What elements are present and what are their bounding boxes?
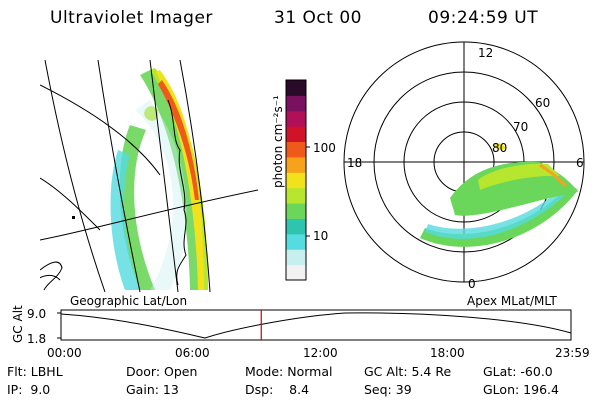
info-glon: GLon: 196.4	[483, 382, 559, 397]
info-flt: Flt: LBHL	[7, 364, 63, 379]
altitude-curve	[60, 312, 572, 339]
colorbar-tick-10: 10	[313, 229, 329, 243]
info-door: Door: Open	[126, 364, 198, 379]
info-gain: Gain: 13	[126, 382, 179, 397]
colorbar-band	[286, 172, 306, 189]
colorbar-band	[286, 95, 306, 112]
auroral-emission-geo	[110, 68, 208, 290]
timeline-xtick-3: 18:00	[430, 346, 465, 360]
mlt-label-18: 18	[347, 156, 363, 170]
image-time: 09:24:59 UT	[428, 8, 539, 28]
polar-grid	[343, 41, 585, 283]
colorbar-band	[286, 187, 306, 204]
coastlines	[40, 99, 187, 291]
timeline-ytick-low: 1.8	[27, 332, 47, 346]
info-mode: Mode: Normal	[245, 364, 333, 379]
colorbar-band	[286, 218, 306, 235]
lat-label-60: 60	[535, 96, 551, 110]
timeline-xtick-4: 23:59	[555, 346, 590, 360]
colorbar-band	[286, 126, 306, 143]
image-date: 31 Oct 00	[274, 8, 362, 28]
colorbar-band	[286, 110, 306, 127]
timeline-ytick-high: 9.0	[27, 307, 47, 321]
mlt-label-12: 12	[478, 46, 494, 60]
colorbar-band	[286, 80, 306, 96]
mlt-label-0: 0	[468, 277, 476, 291]
geographic-caption: Geographic Lat/Lon	[70, 294, 188, 308]
geographic-map-content	[40, 60, 258, 292]
colorbar-band	[286, 156, 306, 173]
timeline-xtick-1: 06:00	[175, 346, 210, 360]
info-dsp: Dsp: 8.4	[245, 382, 310, 397]
timeline-xtick-2: 12:00	[303, 346, 338, 360]
timeline-xtick-0: 00:00	[47, 346, 82, 360]
info-seq: Seq: 39	[364, 382, 412, 397]
geo-grid	[40, 60, 258, 292]
info-ip: IP: 9.0	[7, 382, 51, 397]
instrument-title: Ultraviolet Imager	[50, 8, 213, 28]
colorbar-tick-100: 100	[313, 141, 336, 155]
colorbar-band	[286, 203, 306, 219]
info-glat: GLat: -60.0	[483, 364, 553, 379]
apex-caption: Apex MLat/MLT	[467, 294, 557, 308]
colorbar-band	[286, 233, 306, 250]
lat-label-70: 70	[513, 120, 529, 134]
colorbar	[285, 79, 310, 281]
colorbar-band	[286, 264, 306, 281]
timeline-ylabel: GC Alt	[11, 305, 25, 343]
auroral-emission-polar	[420, 143, 578, 247]
info-gc-alt: GC Alt: 5.4 Re	[364, 364, 452, 379]
colorbar-band	[286, 249, 306, 266]
mlt-label-6: 6	[576, 156, 584, 170]
lat-label-80: 80	[492, 141, 508, 155]
colorbar-band	[286, 141, 306, 158]
